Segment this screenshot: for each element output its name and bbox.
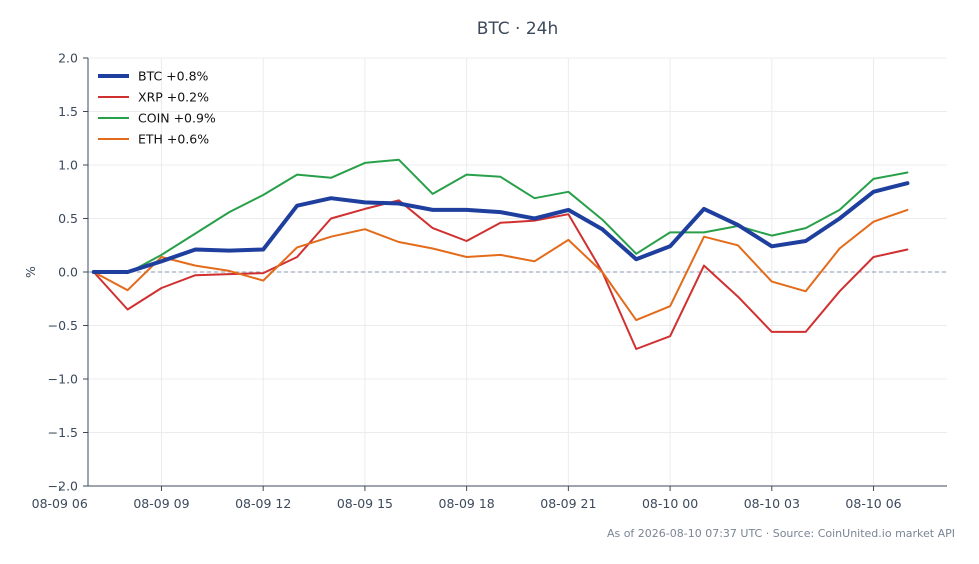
legend: BTC +0.8% XRP +0.2% COIN +0.9% ETH +0.6% [98, 69, 216, 147]
y-tick-label: 2.0 [58, 51, 78, 66]
y-tick-label: 1.5 [58, 104, 78, 119]
x-tick-label: 08-09 12 [235, 496, 291, 511]
series-line [92, 158, 909, 275]
source-footnote: As of 2026-08-10 07:37 UTC · Source: Coi… [606, 527, 955, 540]
x-tick-label: 08-09 21 [540, 496, 596, 511]
series-line [91, 181, 910, 274]
series-lines [91, 158, 910, 350]
y-tick-label: 0.5 [58, 211, 78, 226]
y-axis-label: % [23, 266, 38, 278]
series-line [92, 199, 909, 350]
legend-label: ETH +0.6% [138, 132, 209, 147]
y-tick-label: −1.0 [48, 372, 78, 387]
axes: −2.0 −1.5 −1.0 −0.5 0.0 0.5 1.0 1.5 2.0 08-09 06 0… [23, 51, 947, 511]
series-line [92, 208, 909, 322]
chart-title: BTC · 24h [476, 19, 559, 39]
legend-label: BTC +0.8% [138, 69, 209, 84]
y-tick-label: −1.5 [48, 425, 78, 440]
y-tick-label: 0.0 [58, 265, 78, 280]
legend-label: XRP +0.2% [138, 90, 209, 105]
x-tick-label: 08-09 15 [337, 496, 393, 511]
x-tick-label: 08-10 00 [642, 496, 698, 511]
y-tick-label: −2.0 [48, 479, 78, 494]
legend-label: COIN +0.9% [138, 111, 216, 126]
x-tick-label: 08-09 09 [133, 496, 189, 511]
y-tick-label: 1.0 [58, 158, 78, 173]
x-tick-label: 08-09 06 [32, 496, 88, 511]
x-tick-label: 08-10 03 [744, 496, 800, 511]
x-tick-label: 08-10 06 [845, 496, 901, 511]
y-tick-label: −0.5 [48, 318, 78, 333]
x-tick-label: 08-09 18 [439, 496, 495, 511]
